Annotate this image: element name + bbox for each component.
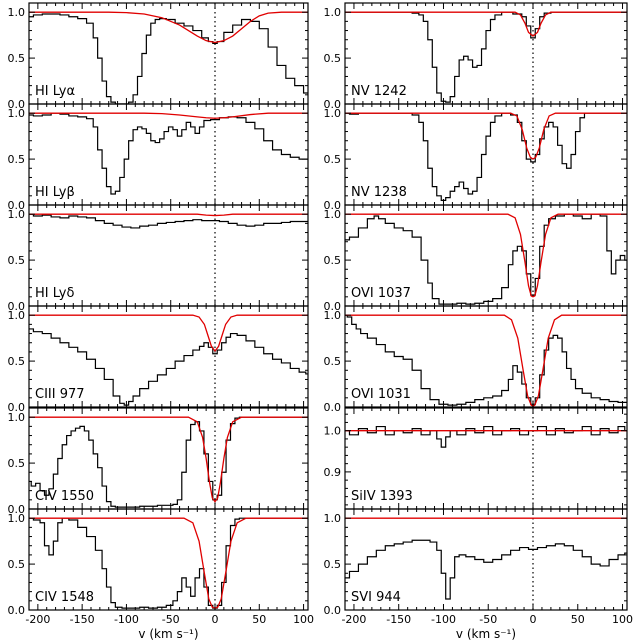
y-tick-label: 0.5 bbox=[8, 153, 26, 166]
y-tick-label: 0.0 bbox=[324, 401, 342, 414]
y-tick-label: 0.9 bbox=[324, 466, 342, 479]
y-tick-label: 1.0 bbox=[8, 309, 26, 322]
data-spectrum bbox=[29, 213, 308, 229]
panel-label: CIII 977 bbox=[35, 387, 85, 402]
x-tick-label: 100 bbox=[293, 613, 314, 626]
x-axis-label: v (km s⁻¹) bbox=[456, 627, 516, 641]
y-tick-label: 1.0 bbox=[8, 411, 26, 424]
x-tick-label: -200 bbox=[341, 613, 366, 626]
panel-left-1: 0.0 0.5 1.0 HI Lyβ bbox=[8, 103, 309, 212]
model-fit bbox=[345, 112, 627, 160]
model-fit bbox=[29, 11, 308, 44]
panel-label: CIV 1548 bbox=[35, 590, 94, 605]
panel-label: NV 1242 bbox=[351, 84, 407, 99]
y-tick-label: 1.0 bbox=[8, 512, 26, 525]
model-fit bbox=[29, 112, 308, 119]
y-tick-label: 0.0 bbox=[8, 401, 26, 414]
x-tick-label: -150 bbox=[386, 613, 411, 626]
data-spectrum bbox=[345, 11, 627, 103]
data-spectrum bbox=[29, 517, 308, 609]
y-tick-label: 0.0 bbox=[8, 300, 26, 313]
model-fit bbox=[29, 416, 308, 503]
panel-right-4: 0.9 1.0 SiIV 1393 bbox=[324, 407, 628, 510]
y-tick-label: 0.5 bbox=[324, 558, 342, 571]
data-spectrum bbox=[345, 213, 627, 305]
model-fit bbox=[345, 213, 627, 298]
y-tick-label: 0.5 bbox=[324, 153, 342, 166]
y-tick-label: 0.0 bbox=[324, 300, 342, 313]
y-tick-label: 0.0 bbox=[8, 503, 26, 516]
panel-label: SiIV 1393 bbox=[351, 489, 413, 504]
panel-left-4: 0.0 0.5 1.0 CIV 1550 bbox=[8, 407, 309, 516]
y-tick-label: 0.5 bbox=[8, 355, 26, 368]
panel-label: HI Lyβ bbox=[35, 185, 75, 200]
y-tick-label: 0.5 bbox=[8, 254, 26, 267]
x-tick-label: 50 bbox=[571, 613, 585, 626]
y-tick-label: 0.0 bbox=[8, 199, 26, 212]
y-tick-label: 1.0 bbox=[324, 309, 342, 322]
data-spectrum bbox=[345, 425, 627, 448]
panel-left-2: 0.0 0.5 1.0 HI Lyδ bbox=[8, 204, 309, 313]
y-tick-label: 0.0 bbox=[324, 98, 342, 111]
x-tick-label: -50 bbox=[162, 613, 180, 626]
y-tick-label: 1.0 bbox=[8, 6, 26, 19]
y-tick-label: 1.0 bbox=[324, 208, 342, 221]
y-tick-label: 0.0 bbox=[324, 604, 342, 617]
panel-frame bbox=[28, 305, 309, 408]
x-tick-label: -100 bbox=[431, 613, 456, 626]
panel-frame bbox=[28, 508, 309, 611]
panel-right-1: 0.0 0.5 1.0 NV 1238 bbox=[324, 103, 628, 212]
data-spectrum bbox=[345, 112, 627, 202]
y-tick-label: 0.5 bbox=[8, 558, 26, 571]
x-tick-label: 100 bbox=[612, 613, 633, 626]
x-tick-label: -150 bbox=[70, 613, 95, 626]
y-tick-label: 0.5 bbox=[324, 254, 342, 267]
y-tick-label: 1.0 bbox=[324, 6, 342, 19]
panel-frame bbox=[344, 305, 628, 408]
y-tick-label: 0.0 bbox=[8, 98, 26, 111]
y-tick-label: 1.0 bbox=[8, 208, 26, 221]
panel-right-2: 0.0 0.5 1.0 OVI 1037 bbox=[324, 204, 628, 313]
model-fit bbox=[29, 213, 308, 217]
x-tick-label: 0 bbox=[212, 613, 219, 626]
y-tick-label: 0.5 bbox=[324, 52, 342, 65]
y-tick-label: 1.0 bbox=[324, 512, 342, 525]
y-tick-label: 1.0 bbox=[324, 107, 342, 120]
panel-label: NV 1238 bbox=[351, 185, 407, 200]
data-spectrum bbox=[345, 539, 627, 600]
panel-label: OVI 1031 bbox=[351, 387, 411, 402]
x-tick-label: -50 bbox=[479, 613, 497, 626]
panel-right-5: 0.0 0.5 1.0 SVI 944 -200 -150 -100 -50 0 50 100 v (… bbox=[324, 508, 633, 641]
x-tick-label: 50 bbox=[252, 613, 266, 626]
panel-label: OVI 1037 bbox=[351, 286, 411, 301]
y-tick-label: 0.0 bbox=[8, 604, 26, 617]
y-tick-label: 1.0 bbox=[324, 425, 342, 438]
y-tick-label: 0.5 bbox=[324, 355, 342, 368]
y-tick-label: 0.5 bbox=[8, 52, 26, 65]
panel-label: HI Lyδ bbox=[35, 286, 74, 301]
x-axis-label: v (km s⁻¹) bbox=[138, 627, 198, 641]
data-spectrum bbox=[345, 314, 627, 406]
panel-left-0: 0.0 0.5 1.0 HI Lyα bbox=[8, 2, 309, 111]
y-tick-label: 1.0 bbox=[8, 107, 26, 120]
panel-left-3: 0.0 0.5 1.0 CIII 977 bbox=[8, 305, 309, 414]
y-tick-label: 0.5 bbox=[8, 457, 26, 470]
panel-frame bbox=[344, 508, 628, 611]
x-tick-label: 0 bbox=[530, 613, 537, 626]
model-fit bbox=[345, 11, 627, 37]
panel-left-5: 0.0 0.5 1.0 CIV 1548 -200 -150 -100 -50 0 50 100 v … bbox=[8, 508, 314, 641]
x-tick-label: -100 bbox=[114, 613, 139, 626]
panel-label: HI Lyα bbox=[35, 84, 75, 99]
data-spectrum bbox=[29, 328, 308, 406]
model-fit bbox=[29, 314, 308, 353]
panel-right-3: 0.0 0.5 1.0 OVI 1031 bbox=[324, 305, 628, 414]
x-tick-label: -200 bbox=[25, 613, 50, 626]
panel-right-0: 0.0 0.5 1.0 NV 1242 bbox=[324, 2, 628, 111]
data-spectrum bbox=[29, 112, 308, 195]
panel-label: SVI 944 bbox=[351, 590, 401, 605]
y-tick-label: 0.0 bbox=[324, 199, 342, 212]
panel-label: CIV 1550 bbox=[35, 489, 94, 504]
